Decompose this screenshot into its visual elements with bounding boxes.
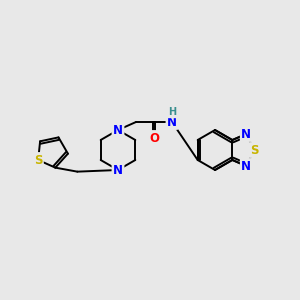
Text: N: N	[113, 164, 123, 176]
Text: S: S	[34, 154, 42, 166]
Text: H: H	[168, 107, 176, 117]
Text: N: N	[113, 124, 123, 136]
Text: N: N	[241, 160, 251, 172]
Text: N: N	[241, 128, 251, 140]
Text: O: O	[149, 131, 159, 145]
Text: S: S	[250, 143, 259, 157]
Text: N: N	[167, 116, 177, 128]
